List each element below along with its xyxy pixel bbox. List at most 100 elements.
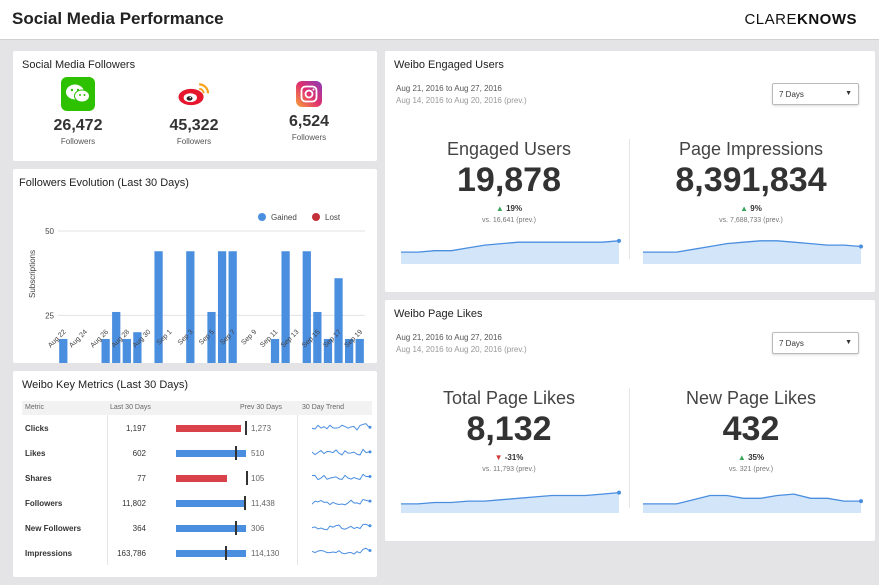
likes-period-select[interactable]: 7 Days ▼ — [772, 332, 859, 354]
page-likes-title: Weibo Page Likes — [394, 308, 483, 320]
brand-light: CLARE — [744, 11, 797, 28]
metric-value: 602 — [132, 449, 146, 458]
y-tick-label: 50 — [45, 227, 54, 236]
kpi-prev: vs. 7,688,733 (prev.) — [719, 217, 783, 224]
sparkline-area — [401, 492, 619, 513]
instagram-followers: 6,524 Followers — [259, 77, 359, 142]
bar-gained — [207, 311, 216, 363]
weibo-followers: 45,322 Followers — [144, 77, 244, 146]
bar-gained — [133, 332, 142, 363]
kpi-divider — [629, 388, 630, 508]
bar-gained — [344, 338, 354, 363]
kpi-prev: vs. 11,793 (prev.) — [482, 466, 536, 473]
metric-value: 77 — [137, 474, 146, 483]
engaged-users-title: Weibo Engaged Users — [394, 59, 504, 71]
metric-bar — [176, 425, 241, 432]
likes-date-prev: Aug 14, 2016 to Aug 20, 2016 (prev.) — [396, 345, 527, 354]
metric-bar — [176, 550, 246, 557]
engaged-period-select[interactable]: 7 Days ▼ — [772, 83, 859, 105]
kpi-value: 8,132 — [466, 410, 552, 448]
likes-period-value: 7 Days — [779, 339, 804, 348]
kpi-change: ▼ -31% — [389, 453, 629, 462]
metric-prev-value: 510 — [251, 449, 265, 458]
metric-prev-marker — [225, 546, 227, 560]
column-divider — [107, 415, 108, 565]
metric-row: Impressions 163,786 114,130 — [22, 541, 372, 566]
sparkline-end-point — [859, 499, 863, 504]
engaged-users-card: Weibo Engaged Users Aug 21, 2016 to Aug … — [385, 51, 875, 292]
kpi-prev: vs. 321 (prev.) — [728, 466, 774, 473]
kpi-change: ▲ 35% — [631, 453, 871, 462]
kpi-value: 432 — [722, 410, 780, 448]
trend-line — [312, 423, 370, 431]
metric-prev-value: 306 — [251, 524, 265, 533]
metric-value: 1,197 — [125, 424, 146, 433]
kpi-divider — [629, 139, 630, 259]
metric-prev-marker — [246, 471, 248, 485]
brand-logo: CLAREKNOWS — [744, 11, 857, 28]
legend-lost-label: Lost — [325, 213, 341, 222]
weibo-followers-label: Followers — [176, 137, 212, 146]
bar-gained — [228, 251, 237, 363]
kpi-value: 19,878 — [457, 161, 561, 199]
trend-end-point — [368, 450, 372, 454]
likes-date-range: Aug 21, 2016 to Aug 27, 2016 Aug 14, 201… — [396, 332, 527, 356]
metric-name: Clicks — [25, 424, 49, 433]
metric-value: 163,786 — [117, 549, 146, 558]
metric-row: Shares 77 105 — [22, 466, 372, 491]
sparkline-line — [401, 491, 620, 505]
kpi-change-value: 19% — [506, 204, 523, 213]
kpi-value: 8,391,834 — [675, 161, 827, 199]
wechat-icon — [61, 77, 95, 111]
bar-gained — [122, 338, 131, 363]
x-tick-label: Aug 24 — [68, 329, 89, 350]
chevron-down-icon: ▼ — [845, 339, 852, 346]
metric-trend-sparkline — [312, 523, 372, 531]
trend-line — [312, 498, 370, 506]
sparkline-line — [643, 493, 861, 505]
y-axis-label: Subscriptions — [28, 250, 37, 298]
column-divider — [297, 415, 298, 565]
engaged-date-prev: Aug 14, 2016 to Aug 20, 2016 (prev.) — [396, 96, 527, 105]
metric-prev-value: 105 — [251, 474, 265, 483]
bar-gained — [154, 251, 163, 363]
trend-line — [312, 547, 370, 555]
arrow-up-icon: ▲ — [737, 453, 746, 462]
metric-trend-sparkline — [312, 498, 372, 506]
followers-evolution-card: Followers Evolution (Last 30 Days) -2502… — [13, 169, 377, 363]
wechat-followers: 26,472 Followers — [28, 77, 128, 146]
sparkline-line — [401, 240, 620, 253]
wechat-followers-count: 26,472 — [53, 117, 103, 134]
sparkline-line — [643, 240, 862, 253]
engaged-date-current: Aug 21, 2016 to Aug 27, 2016 — [396, 84, 502, 93]
kpi-engaged-users: Engaged Users 19,878 ▲ 19% vs. 16,641 (p… — [389, 139, 629, 224]
arrow-up-icon: ▲ — [495, 204, 504, 213]
trend-end-point — [368, 499, 372, 503]
kpi-change: ▲ 19% — [389, 204, 629, 213]
metric-name: Impressions — [25, 549, 73, 558]
metric-prev-value: 114,130 — [251, 549, 280, 558]
bar-gained — [334, 278, 343, 363]
bar-gained — [270, 338, 280, 363]
arrow-up-icon: ▲ — [740, 204, 749, 213]
metric-row: Clicks 1,197 1,273 — [22, 416, 372, 441]
kpi-new-page-likes: New Page Likes 432 ▲ 35% vs. 321 (prev.) — [631, 388, 871, 473]
trend-line — [312, 448, 370, 456]
sparkline-area — [401, 240, 619, 264]
kpi-label: Engaged Users — [446, 139, 572, 159]
metric-trend-sparkline — [312, 547, 372, 555]
instagram-icon — [296, 81, 322, 107]
top-bar: Social Media Performance CLAREKNOWS — [0, 0, 879, 40]
legend-gained-marker — [258, 213, 266, 221]
metric-prev-marker — [245, 421, 247, 435]
page-likes-card: Weibo Page Likes Aug 21, 2016 to Aug 27,… — [385, 300, 875, 541]
metric-prev-value: 11,438 — [251, 499, 275, 508]
brand-bold: KNOWS — [797, 11, 857, 28]
engaged-users-sparkline — [401, 238, 621, 264]
weibo-icon — [177, 77, 211, 111]
engaged-period-value: 7 Days — [779, 90, 804, 99]
metrics-table-header: Metric Last 30 Days Prev 30 Days 30 Day … — [22, 401, 372, 415]
bar-gained — [355, 338, 364, 363]
key-metrics-title: Weibo Key Metrics (Last 30 Days) — [22, 379, 189, 391]
metric-row: New Followers 364 306 — [22, 516, 372, 541]
